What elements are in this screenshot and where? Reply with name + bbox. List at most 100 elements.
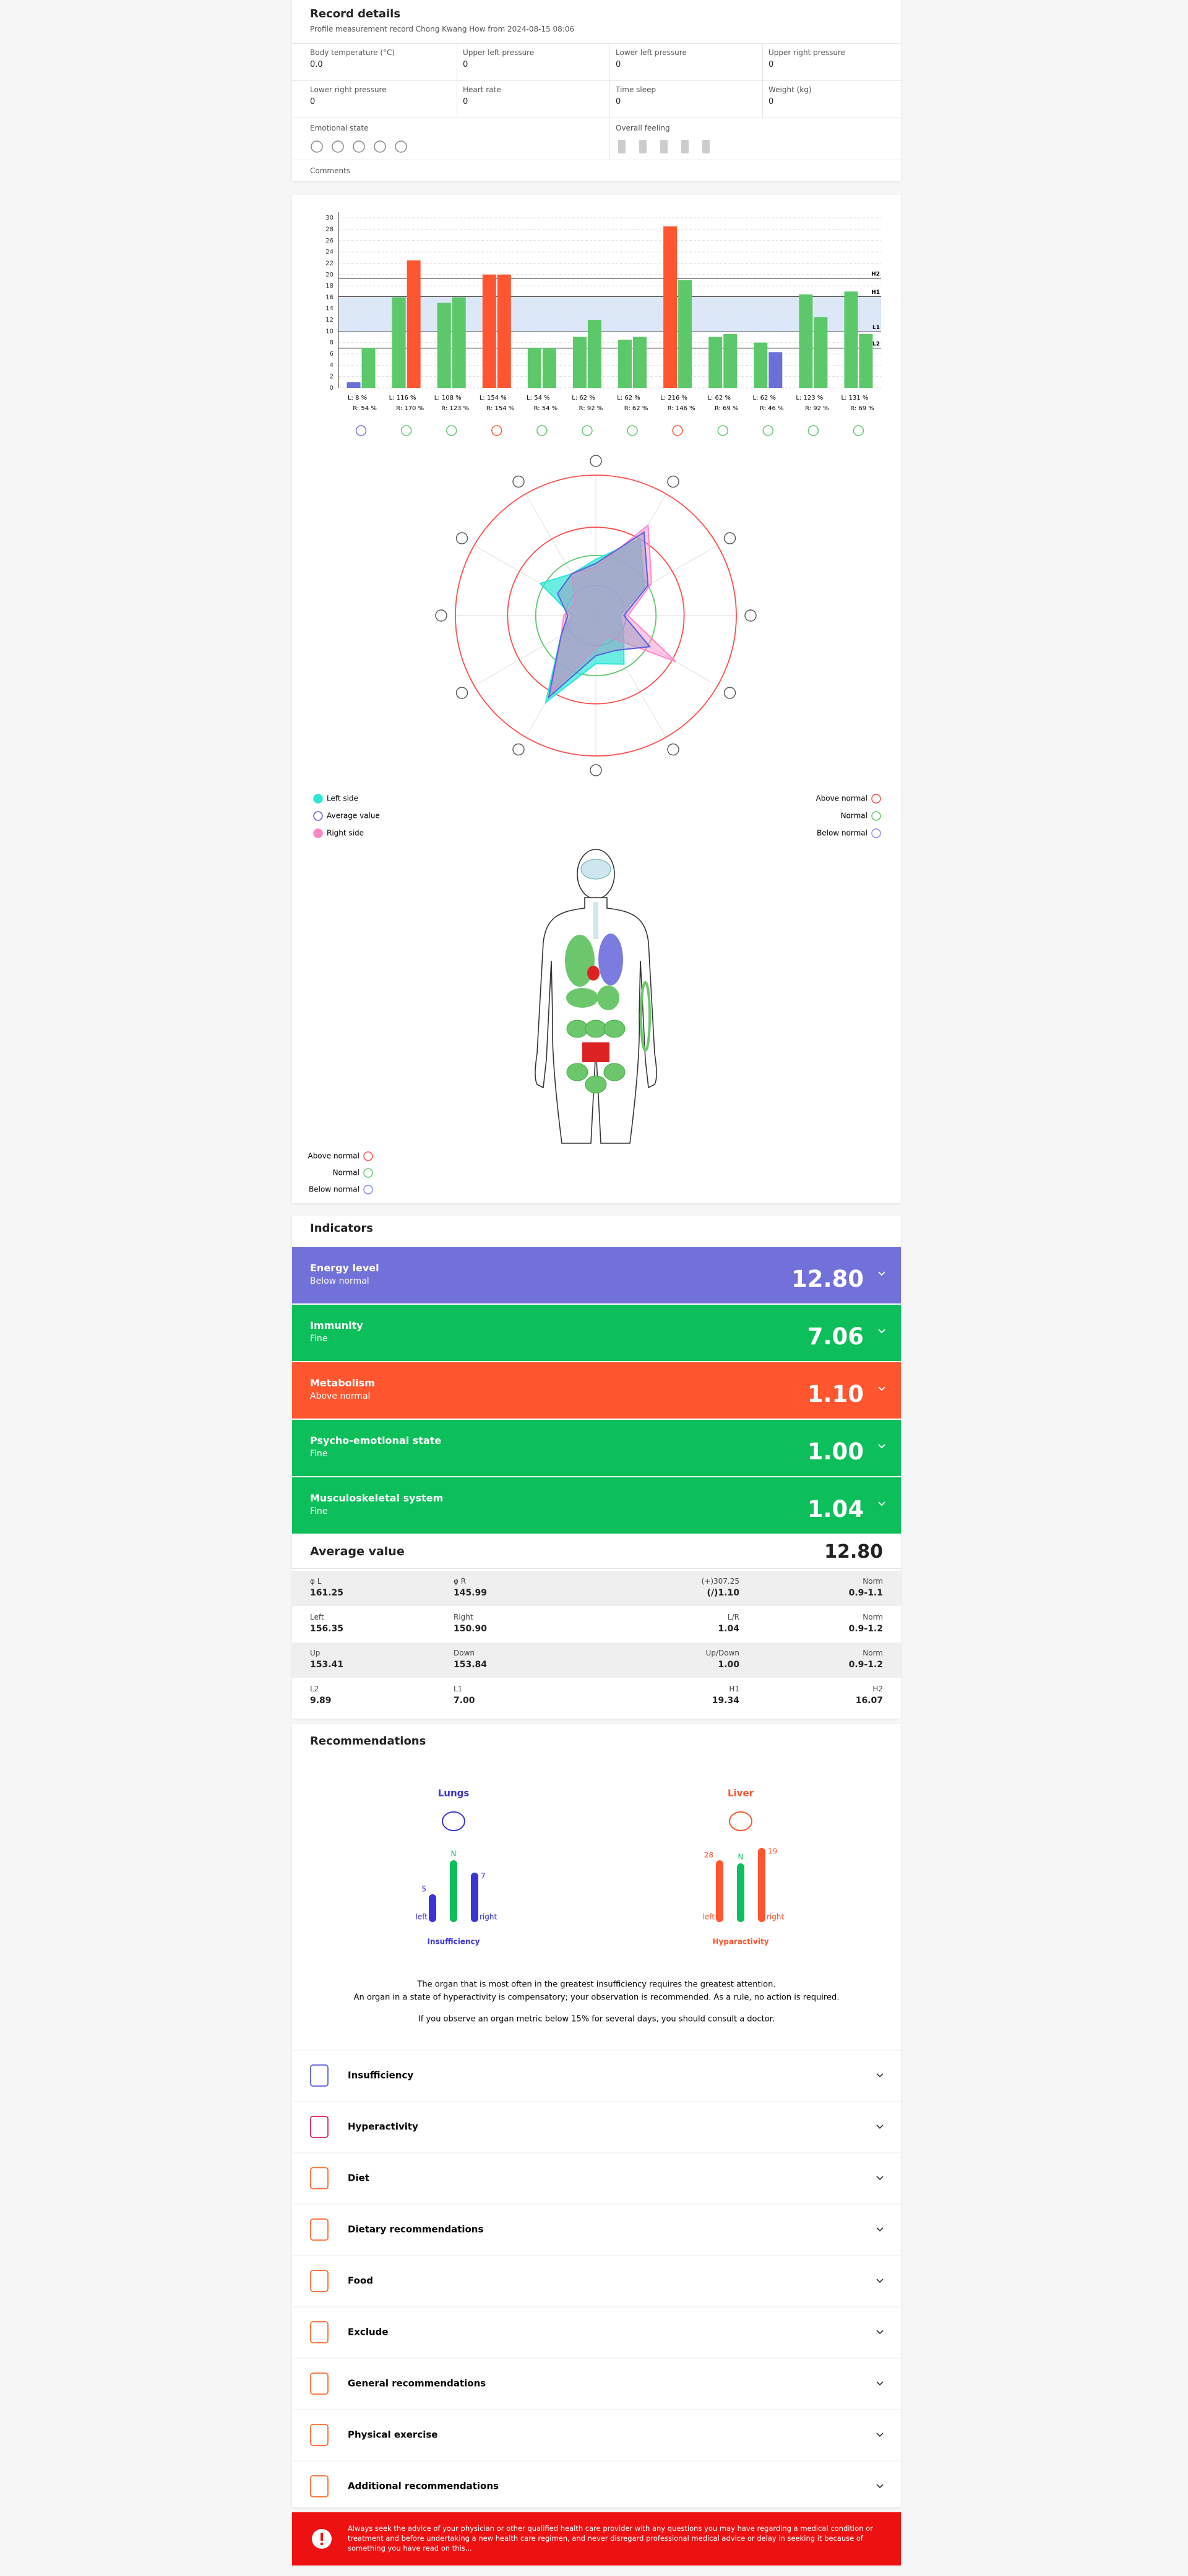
bar	[814, 317, 828, 388]
reference-label: L2	[872, 341, 880, 347]
legend-marker	[313, 828, 323, 838]
indicator-name: Immunity	[310, 1320, 363, 1331]
chart-card: 0 2 4 6 8 10 12 14 16 18 20 22 24 26 28 30 H2 H1 L1 L2 L: 8 …	[292, 195, 901, 1203]
recommendations-card: Recommendations Lungs 5 N 7 left right Insuffi…	[292, 1724, 901, 2507]
x-tick-label: L: 154 %	[480, 395, 507, 401]
section-icon	[310, 2167, 329, 2189]
comments[interactable]: Comments	[310, 166, 351, 175]
section-title[interactable]: Hyperactivity	[348, 2121, 418, 2132]
feeling-icon	[618, 140, 626, 153]
body-figure	[535, 849, 657, 1144]
x-tick-label: L: 123 %	[796, 395, 823, 401]
section-title[interactable]: Diet	[348, 2173, 369, 2184]
average-label: Average value	[310, 1545, 405, 1558]
legend-label: Left side	[327, 794, 358, 803]
divider	[292, 43, 901, 44]
side-label: right	[480, 1913, 497, 1921]
legend-label: Right side	[327, 829, 364, 838]
lung	[598, 934, 623, 985]
cell-label: Up/Down	[705, 1649, 739, 1657]
bar	[437, 303, 451, 388]
organ-icon	[729, 1811, 752, 1831]
cell-value: 19.34	[712, 1696, 739, 1706]
table-row: Up 153.41 Down 153.84 Up/Down 1.00 Norm 0.9-1.2	[292, 1642, 901, 1678]
x-tick-label: R: 54 %	[534, 405, 558, 412]
section-icon	[310, 2064, 329, 2087]
indicator-row[interactable]: Metabolism Above normal 1.10	[292, 1362, 901, 1419]
organ-state: Hyparactivity	[712, 1938, 768, 1946]
section-icon	[310, 2475, 329, 2497]
indicator-row[interactable]: Immunity Fine 7.06	[292, 1305, 901, 1361]
field-value: 0	[768, 60, 774, 69]
cell-label: Norm	[863, 1577, 883, 1586]
section-title[interactable]: Dietary recommendations	[348, 2224, 483, 2235]
indicator-status: Fine	[310, 1506, 328, 1516]
x-tick-label: L: 62 %	[707, 395, 731, 401]
organ-icon	[762, 425, 774, 436]
indicator-row[interactable]: Musculoskeletal system Fine 1.04	[292, 1477, 901, 1534]
chevron	[876, 2432, 884, 2437]
cell-label: Up	[310, 1649, 321, 1657]
indicator-status: Below normal	[310, 1276, 369, 1286]
cell-label: Norm	[863, 1613, 883, 1621]
indicator-row[interactable]: Psycho-emotional state Fine 1.00	[292, 1420, 901, 1476]
section-title[interactable]: Insufficiency	[348, 2070, 413, 2081]
axis-icon	[512, 475, 525, 488]
section-title[interactable]: Food	[348, 2275, 373, 2286]
indicator-value: 12.80	[791, 1266, 864, 1292]
indicator-name: Metabolism	[310, 1377, 375, 1389]
bar	[618, 340, 632, 388]
chevron	[876, 2330, 884, 2335]
indicator-value: 1.00	[807, 1438, 864, 1465]
chevron-line	[878, 1501, 885, 1506]
recommendation-graphics: Lungs 5 N 7 left right Insufficiency Liver 28 N 19…	[292, 1788, 901, 2497]
bar	[633, 337, 647, 388]
field-value: 0	[463, 60, 468, 69]
organ-icon	[853, 425, 864, 436]
emotion-icon	[311, 140, 323, 153]
chevron-line	[878, 1386, 885, 1391]
cell-value: 161.25	[310, 1588, 344, 1598]
record-subtitle: Profile measurement record Chong Kwang H…	[310, 25, 575, 33]
section-title[interactable]: Physical exercise	[348, 2429, 437, 2441]
field-value: 0	[768, 97, 774, 106]
cell-value: 0.9-1.2	[848, 1624, 883, 1634]
indicator-row[interactable]: Energy level Below normal 12.80	[292, 1247, 901, 1303]
section-title[interactable]: Additional recommendations	[348, 2481, 499, 2492]
x-tick-label: L: 62 %	[753, 395, 777, 401]
divider	[609, 118, 610, 160]
table-row: L2 9.89 L1 7.00 H1 19.34 H2 16.07	[292, 1678, 901, 1714]
feeling-icon	[702, 140, 710, 153]
bar	[587, 320, 601, 388]
heart	[587, 966, 600, 981]
side-label: right	[767, 1913, 784, 1921]
reference-label: H2	[871, 272, 880, 278]
axis-icon	[512, 743, 525, 756]
kidney	[582, 1042, 609, 1062]
liver	[566, 988, 598, 1008]
field-label: Overall feeling	[616, 124, 670, 132]
field-value: 0	[616, 60, 621, 69]
organ-icon	[491, 425, 502, 436]
chevron-line	[878, 1271, 885, 1276]
y-tick-label: 16	[325, 294, 334, 301]
chevron	[878, 1501, 885, 1506]
chevron-line	[878, 1329, 885, 1334]
cell-value: 7.00	[454, 1696, 475, 1706]
reference-label: H1	[871, 290, 880, 296]
y-tick-label: 30	[325, 215, 334, 221]
x-tick-label: R: 62 %	[624, 405, 648, 412]
recommendation-text: If you observe an organ metric below 15%…	[418, 2015, 775, 2024]
x-tick-label: R: 69 %	[715, 405, 739, 412]
bar	[708, 337, 723, 388]
alert-icon	[312, 2529, 332, 2549]
y-tick-label: 26	[325, 238, 334, 244]
section-title[interactable]: General recommendations	[348, 2378, 486, 2389]
chevron	[876, 2278, 884, 2283]
record-card: Record details Profile measurement recor…	[292, 0, 901, 181]
axis-icon	[723, 532, 736, 544]
section-title[interactable]: Exclude	[348, 2327, 389, 2338]
organ-bar	[450, 1860, 457, 1922]
cell-value: 9.89	[310, 1696, 332, 1706]
organ-icon	[672, 425, 683, 436]
